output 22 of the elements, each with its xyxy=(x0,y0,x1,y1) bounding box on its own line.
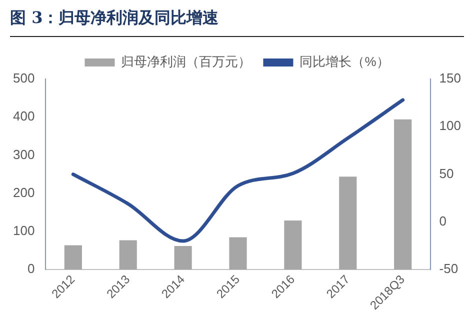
y2-tick-label: -50 xyxy=(439,261,458,276)
bar xyxy=(64,245,82,270)
bar xyxy=(339,176,357,270)
y2-tick-label: 150 xyxy=(439,70,462,86)
y-tick-label: 0 xyxy=(27,261,35,276)
y2-tick-label: 100 xyxy=(439,118,462,134)
y-tick-label: 300 xyxy=(12,146,35,162)
y-tick-label: 400 xyxy=(12,108,35,124)
y2-tick-label: 0 xyxy=(439,214,447,229)
legend-label: 归母净利润（百万元） xyxy=(121,54,252,70)
line-series xyxy=(71,98,405,243)
y-tick-label: 500 xyxy=(12,70,35,86)
y-tick-label: 200 xyxy=(12,184,35,200)
bar xyxy=(229,237,247,270)
chart-title: 图 3：归母净利润及同比增速 xyxy=(10,8,464,37)
bar xyxy=(174,246,192,270)
legend-label: 同比增长（%） xyxy=(300,54,390,70)
bar xyxy=(284,220,302,270)
bar xyxy=(394,119,412,270)
y2-tick-label: 50 xyxy=(439,166,454,181)
bar xyxy=(119,240,137,270)
y-tick-label: 100 xyxy=(12,223,35,238)
